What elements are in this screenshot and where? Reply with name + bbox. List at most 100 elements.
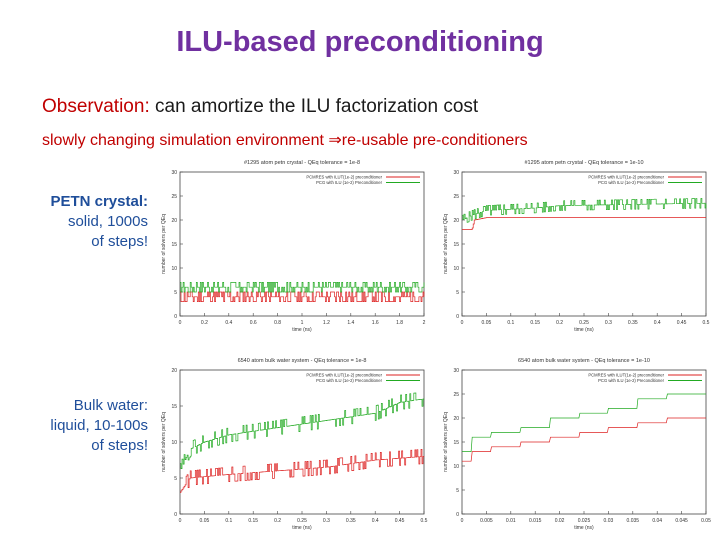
x-axis-label: time (ns)	[574, 327, 594, 333]
series-line-green	[462, 393, 706, 452]
chart-title: 6540 atom bulk water system - QEq tolera…	[238, 358, 367, 364]
x-tick-label: 0.25	[297, 518, 307, 524]
x-tick-label: 0.25	[579, 320, 589, 326]
x-tick-label: 0.035	[627, 518, 640, 524]
series-line-red	[462, 417, 706, 462]
x-tick-label: 0	[179, 320, 182, 326]
x-tick-label: 0.01	[506, 518, 516, 524]
x-tick-label: 0.05	[701, 518, 711, 524]
series-line-green	[180, 392, 425, 469]
x-tick-label: 2	[423, 320, 426, 326]
x-tick-label: 0.3	[605, 320, 612, 326]
x-tick-label: 0.2	[556, 320, 563, 326]
x-tick-label: 0.4	[225, 320, 232, 326]
legend-label-red: PCMRES with ILUT(1e-2) preconditioner	[306, 373, 382, 378]
y-tick-label: 25	[453, 392, 459, 398]
y-tick-label: 10	[171, 440, 177, 446]
y-tick-label: 15	[453, 440, 459, 446]
row-label-water: Bulk water: liquid, 10-100s of steps!	[50, 396, 148, 456]
chart-petn-1e8: #1295 atom petn crystal - QEq tolerance …	[161, 160, 426, 333]
x-tick-label: 0.045	[675, 518, 688, 524]
y-tick-label: 30	[453, 368, 459, 374]
y-tick-label: 20	[171, 368, 177, 374]
x-tick-label: 0.015	[529, 518, 542, 524]
chart-petn-1e10: #1295 atom petn crystal - QEq tolerance …	[443, 160, 710, 333]
row-label-petn-line3: of steps!	[91, 233, 148, 250]
chart-panel-petn-1e10: #1295 atom petn crystal - QEq tolerance …	[440, 156, 712, 334]
y-tick-label: 0	[456, 314, 459, 320]
y-tick-label: 5	[174, 290, 177, 296]
x-tick-label: 1.6	[372, 320, 379, 326]
plot-frame	[461, 171, 707, 317]
x-tick-label: 0.4	[654, 320, 661, 326]
x-axis-label: time (ns)	[292, 525, 312, 531]
y-axis-label: number of solvers per QEq	[443, 412, 449, 472]
x-tick-label: 0.3	[323, 518, 330, 524]
y-tick-label: 25	[171, 194, 177, 200]
subtext: slowly changing simulation environment ⇒…	[42, 132, 528, 149]
y-tick-label: 15	[171, 404, 177, 410]
row-label-petn-line1: PETN crystal:	[50, 193, 148, 210]
series-line-red	[180, 291, 425, 302]
x-tick-label: 0.45	[395, 518, 405, 524]
y-tick-label: 20	[453, 416, 459, 422]
x-tick-label: 1.4	[347, 320, 354, 326]
chart-panel-water-1e10: 6540 atom bulk water system - QEq tolera…	[440, 354, 712, 532]
x-tick-label: 1.2	[323, 320, 330, 326]
x-tick-label: 1.8	[396, 320, 403, 326]
legend-label-green: PCG with ILU (1e-2) Preconditioner	[316, 378, 382, 383]
row-label-petn: PETN crystal: solid, 1000s of steps!	[50, 192, 148, 252]
series-line-red	[462, 217, 706, 230]
x-axis-label: time (ns)	[292, 327, 312, 333]
y-tick-label: 15	[171, 242, 177, 248]
y-tick-label: 20	[171, 218, 177, 224]
y-tick-label: 30	[453, 170, 459, 176]
x-tick-label: 0.05	[200, 518, 210, 524]
y-tick-label: 0	[174, 314, 177, 320]
x-tick-label: 0.35	[346, 518, 356, 524]
chart-title: #1295 atom petn crystal - QEq tolerance …	[244, 160, 360, 166]
x-tick-label: 0.5	[421, 518, 428, 524]
y-tick-label: 0	[456, 512, 459, 518]
chart-title: #1295 atom petn crystal - QEq tolerance …	[524, 160, 643, 166]
plot-frame	[461, 369, 707, 515]
x-tick-label: 0.025	[578, 518, 591, 524]
row-label-petn-line2: solid, 1000s	[67, 213, 148, 230]
row-label-water-line1: Bulk water:	[73, 397, 148, 414]
x-tick-label: 0.03	[604, 518, 614, 524]
x-tick-label: 0.05	[482, 320, 492, 326]
x-tick-label: 0.15	[248, 518, 258, 524]
row-label-water-line3: of steps!	[91, 437, 148, 454]
legend-label-green: PCG with ILU (1e-2) Preconditioner	[316, 180, 382, 185]
legend-label-red: PCMRES with ILUT(1e-2) preconditioner	[588, 175, 664, 180]
observation-line: Observation: can amortize the ILU factor…	[42, 96, 478, 118]
y-axis-label: number of solvers per QEq	[443, 214, 449, 274]
legend-label-green: PCG with ILU (1e-2) Preconditioner	[598, 378, 664, 383]
chart-panel-water-1e8: 6540 atom bulk water system - QEq tolera…	[158, 354, 430, 532]
y-tick-label: 0	[174, 512, 177, 518]
x-axis-label: time (ns)	[574, 525, 594, 531]
series-line-green	[180, 282, 425, 293]
x-tick-label: 1	[301, 320, 304, 326]
y-tick-label: 30	[171, 170, 177, 176]
x-tick-label: 0.45	[677, 320, 687, 326]
y-tick-label: 10	[171, 266, 177, 272]
y-tick-label: 10	[453, 464, 459, 470]
observation-label: Observation:	[42, 96, 150, 117]
legend-label-red: PCMRES with ILUT(1e-2) preconditioner	[306, 175, 382, 180]
chart-water-1e10: 6540 atom bulk water system - QEq tolera…	[443, 358, 711, 531]
x-tick-label: 0.1	[507, 320, 514, 326]
observation-text: can amortize the ILU factorization cost	[155, 96, 479, 117]
series-line-red	[180, 449, 425, 493]
y-tick-label: 25	[453, 194, 459, 200]
y-axis-label: number of solvers per QEq	[161, 214, 167, 274]
y-tick-label: 5	[456, 290, 459, 296]
x-tick-label: 0.2	[274, 518, 281, 524]
x-tick-label: 0.04	[652, 518, 662, 524]
x-tick-label: 0.5	[703, 320, 710, 326]
y-tick-label: 5	[174, 476, 177, 482]
slide-title: ILU-based preconditioning	[176, 26, 544, 58]
x-tick-label: 0.6	[250, 320, 257, 326]
x-tick-label: 0.4	[372, 518, 379, 524]
legend-label-green: PCG with ILU (1e-2) Preconditioner	[598, 180, 664, 185]
